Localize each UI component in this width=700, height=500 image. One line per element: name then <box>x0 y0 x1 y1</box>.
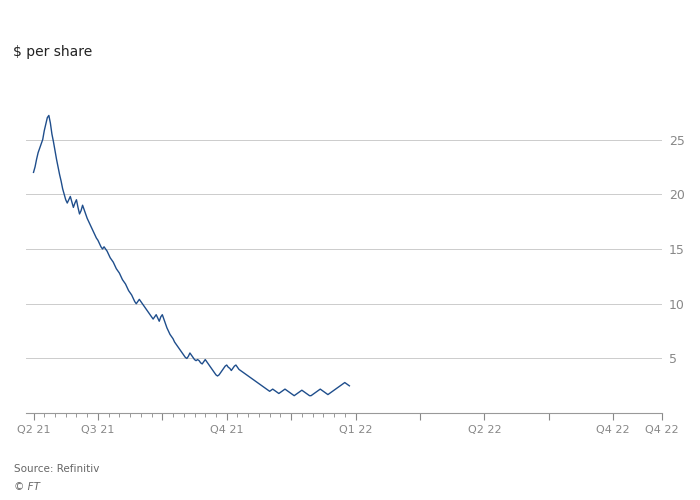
Text: Source: Refinitiv: Source: Refinitiv <box>14 464 99 474</box>
Text: © FT: © FT <box>14 482 40 492</box>
Text: $ per share: $ per share <box>13 44 92 59</box>
